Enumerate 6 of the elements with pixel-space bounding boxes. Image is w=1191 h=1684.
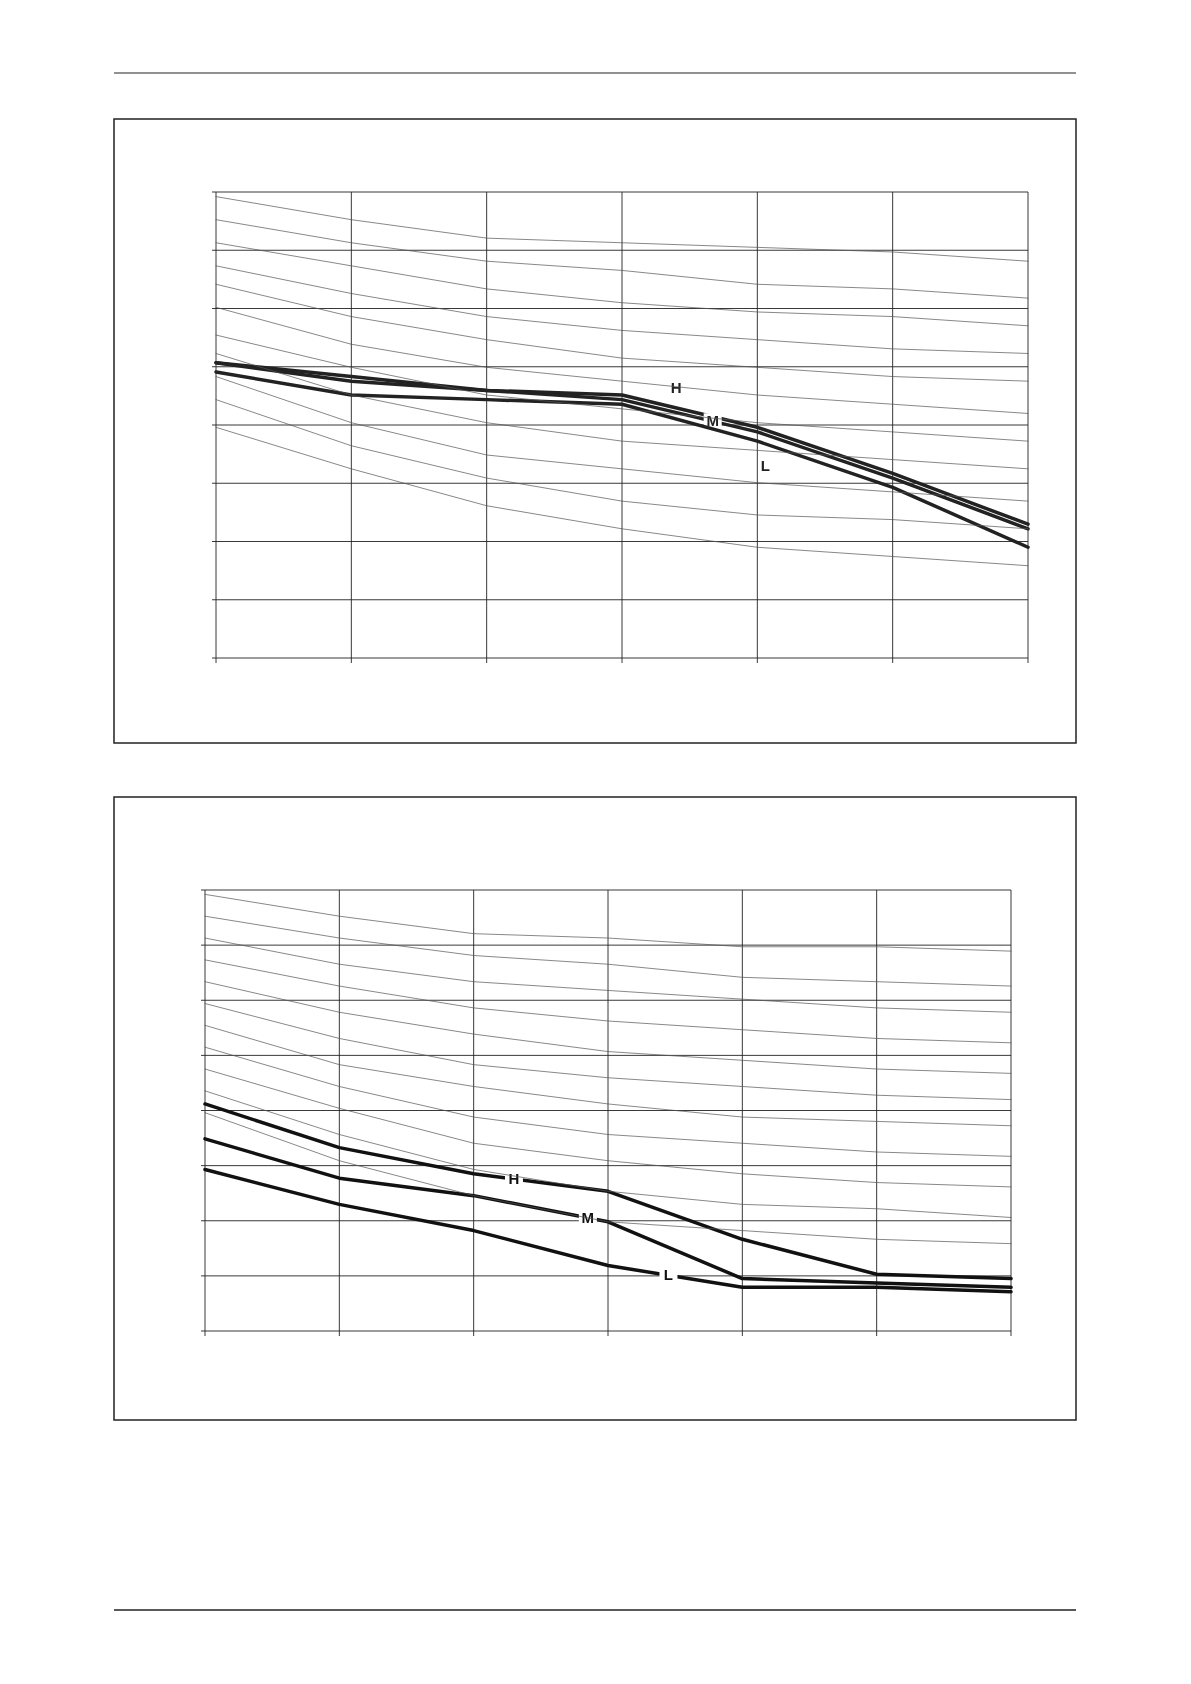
series-label: L xyxy=(760,456,771,474)
series-label: L xyxy=(663,1266,674,1284)
series-label: M xyxy=(581,1208,595,1226)
series-label: M xyxy=(706,412,719,430)
series-label: H xyxy=(508,1170,520,1188)
series-label: H xyxy=(670,378,682,396)
